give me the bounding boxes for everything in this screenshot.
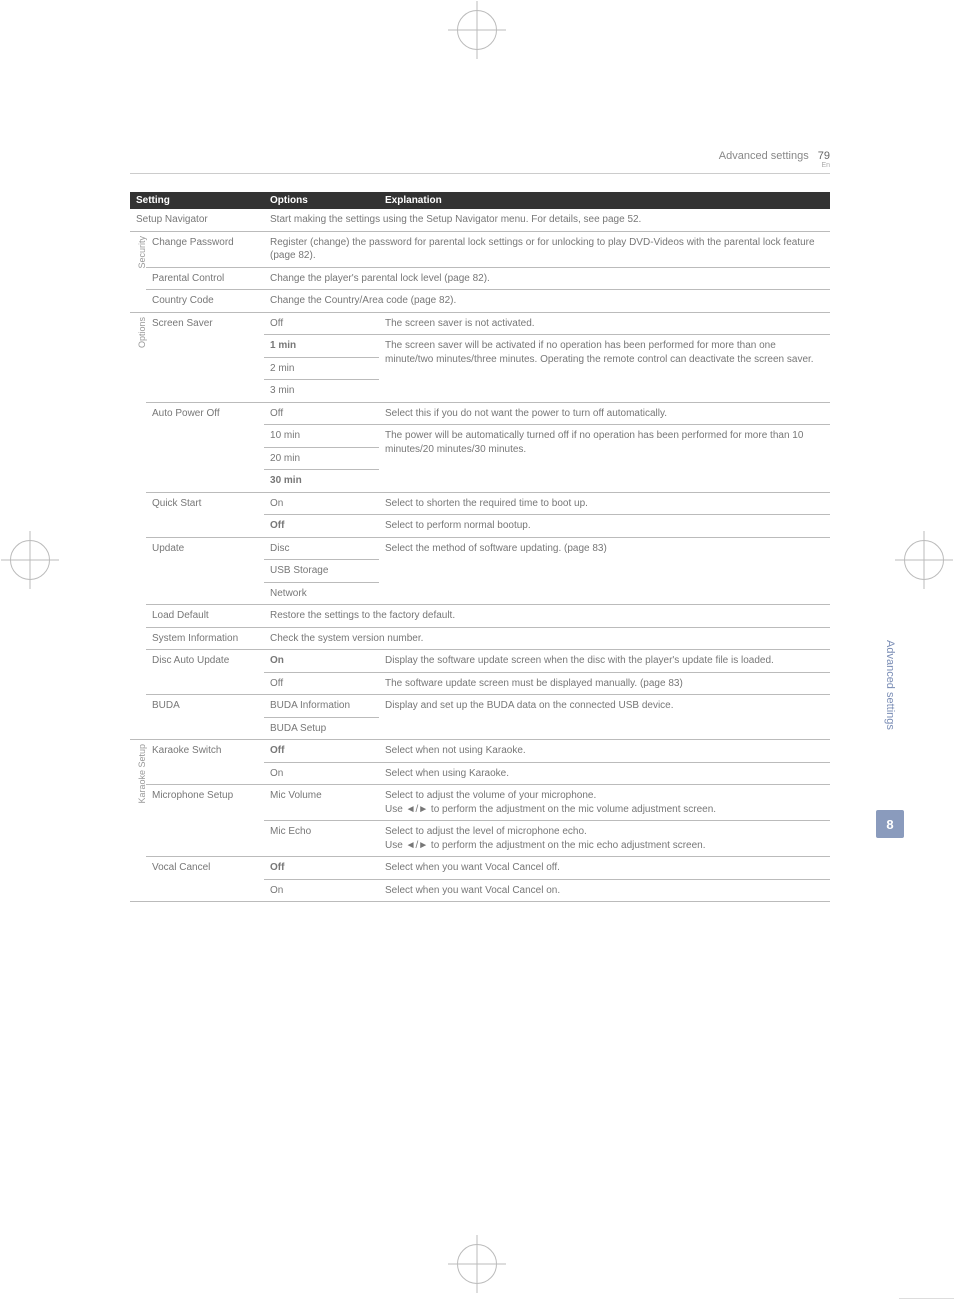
registration-mark-left <box>10 540 50 580</box>
row-quickstart-on: Quick Start On Select to shorten the req… <box>130 492 830 515</box>
setting-label: Update <box>146 537 264 605</box>
option-value: 30 min <box>264 470 379 493</box>
setting-label: Change Password <box>146 231 264 267</box>
category-options: Options <box>130 312 146 740</box>
karaoke-label: Karaoke Setup <box>136 744 148 804</box>
explanation-text: Register (change) the password for paren… <box>264 231 830 267</box>
options-label: Options <box>136 317 148 348</box>
header-page-number: 79 <box>818 150 830 162</box>
option-value: On <box>264 650 379 673</box>
page-body: Advanced settings 79 En Setting Options … <box>130 150 830 902</box>
option-value: Off <box>264 672 379 695</box>
option-value: Mic Echo <box>264 821 379 857</box>
side-chapter-number: 8 <box>876 810 904 838</box>
th-setting: Setting <box>130 192 264 209</box>
setting-label: Auto Power Off <box>146 402 264 492</box>
option-value: On <box>264 492 379 515</box>
option-value: 10 min <box>264 425 379 448</box>
th-options: Options <box>264 192 379 209</box>
setting-label: Screen Saver <box>146 312 264 402</box>
option-value: BUDA Setup <box>264 717 379 740</box>
setting-label: Vocal Cancel <box>146 857 264 902</box>
setting-label: Quick Start <box>146 492 264 537</box>
explanation-text: Select to shorten the required time to b… <box>379 492 830 515</box>
explanation-text: The power will be automatically turned o… <box>379 425 830 493</box>
row-parental-control: Parental Control Change the player's par… <box>130 267 830 290</box>
setting-label: Setup Navigator <box>130 209 264 231</box>
header-title: Advanced settings <box>719 150 809 162</box>
security-label: Security <box>136 236 148 269</box>
row-buda-info: BUDA BUDA Information Display and set up… <box>130 695 830 718</box>
option-value: Disc <box>264 537 379 560</box>
explanation-text: Restore the settings to the factory defa… <box>264 605 830 628</box>
category-security: Security <box>130 231 146 312</box>
option-value: Network <box>264 582 379 605</box>
setting-label: System Information <box>146 627 264 650</box>
explanation-text: The screen saver is not activated. <box>379 312 830 335</box>
explanation-text: Select when you want Vocal Cancel off. <box>379 857 830 880</box>
explanation-text: Display and set up the BUDA data on the … <box>379 695 830 740</box>
explanation-text: Check the system version number. <box>264 627 830 650</box>
row-change-password: Security Change Password Register (chang… <box>130 231 830 267</box>
row-load-default: Load Default Restore the settings to the… <box>130 605 830 628</box>
option-value: 20 min <box>264 447 379 470</box>
row-update-disc: Update Disc Select the method of softwar… <box>130 537 830 560</box>
settings-table: Setting Options Explanation Setup Naviga… <box>130 192 830 902</box>
explanation-text: Change the player's parental lock level … <box>264 267 830 290</box>
row-system-information: System Information Check the system vers… <box>130 627 830 650</box>
option-value: Off <box>264 312 379 335</box>
setting-label: Load Default <box>146 605 264 628</box>
row-mic-volume: Microphone Setup Mic Volume Select to ad… <box>130 785 830 821</box>
explanation-text: Select to adjust the volume of your micr… <box>379 785 830 821</box>
explanation-text: The screen saver will be activated if no… <box>379 335 830 403</box>
table-header-row: Setting Options Explanation <box>130 192 830 209</box>
option-value: 2 min <box>264 357 379 380</box>
option-value: Off <box>264 857 379 880</box>
explanation-text: The software update screen must be displ… <box>379 672 830 695</box>
registration-mark-bottom <box>457 1244 497 1284</box>
row-karswitch-off: Karaoke Setup Karaoke Switch Off Select … <box>130 740 830 763</box>
registration-mark-top <box>457 10 497 50</box>
setting-label: Karaoke Switch <box>146 740 264 785</box>
explanation-text: Select when you want Vocal Cancel on. <box>379 879 830 902</box>
th-explanation: Explanation <box>379 192 830 209</box>
setting-label: Country Code <box>146 290 264 313</box>
row-setup-navigator: Setup Navigator Start making the setting… <box>130 209 830 231</box>
explanation-text: Select the method of software updating. … <box>379 537 830 605</box>
explanation-text: Select to adjust the level of microphone… <box>379 821 830 857</box>
option-value: USB Storage <box>264 560 379 583</box>
explanation-text: Select when using Karaoke. <box>379 762 830 785</box>
setting-label: Disc Auto Update <box>146 650 264 695</box>
setting-label: Microphone Setup <box>146 785 264 857</box>
option-value: Off <box>264 740 379 763</box>
explanation-text: Display the software update screen when … <box>379 650 830 673</box>
row-country-code: Country Code Change the Country/Area cod… <box>130 290 830 313</box>
option-value: BUDA Information <box>264 695 379 718</box>
option-value: On <box>264 762 379 785</box>
option-value: 3 min <box>264 380 379 403</box>
explanation-text: Select this if you do not want the power… <box>379 402 830 425</box>
row-screensaver-off: Options Screen Saver Off The screen save… <box>130 312 830 335</box>
crop-corner-tl <box>0 0 55 75</box>
option-value: Off <box>264 515 379 538</box>
page-header: Advanced settings 79 En <box>130 150 830 174</box>
option-value: Off <box>264 402 379 425</box>
option-value: Mic Volume <box>264 785 379 821</box>
row-autopower-off: Auto Power Off Off Select this if you do… <box>130 402 830 425</box>
row-vocal-off: Vocal Cancel Off Select when you want Vo… <box>130 857 830 880</box>
registration-mark-right <box>904 540 944 580</box>
explanation-text: Change the Country/Area code (page 82). <box>264 290 830 313</box>
setting-label: Parental Control <box>146 267 264 290</box>
option-value: On <box>264 879 379 902</box>
header-lang: En <box>130 162 830 169</box>
side-tab-label: Advanced settings <box>884 640 896 730</box>
row-discauto-on: Disc Auto Update On Display the software… <box>130 650 830 673</box>
option-value: 1 min <box>264 335 379 358</box>
explanation-text: Select to perform normal bootup. <box>379 515 830 538</box>
explanation-text: Select when not using Karaoke. <box>379 740 830 763</box>
setting-label: BUDA <box>146 695 264 740</box>
crop-corner-br <box>899 1219 954 1299</box>
explanation-text: Start making the settings using the Setu… <box>264 209 830 231</box>
category-karaoke: Karaoke Setup <box>130 740 146 902</box>
